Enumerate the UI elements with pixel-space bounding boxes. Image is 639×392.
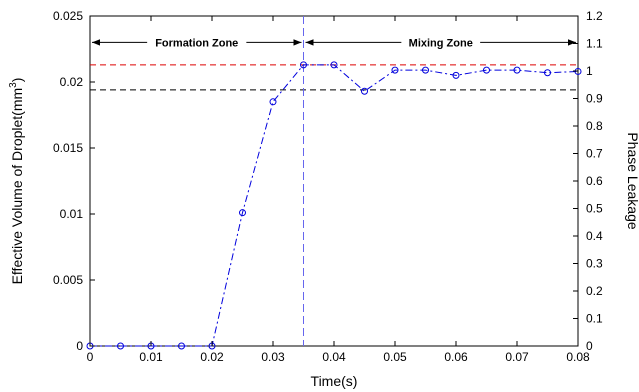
- y-left-tick-label: 0: [76, 339, 83, 353]
- x-axis: 0 0.01 0.02 0.03 0.04 0.05 0.06 0.07 0.08: [87, 16, 590, 364]
- x-tick-label: 0: [87, 350, 94, 364]
- x-tick-label: 0.05: [383, 350, 407, 364]
- x-tick-label: 0.01: [139, 350, 163, 364]
- x-tick-label: 0.04: [322, 350, 346, 364]
- y-right-tick-label: 0: [586, 339, 593, 353]
- data-point: [300, 61, 307, 69]
- y-right-tick-label: 0.7: [586, 147, 603, 161]
- y-left-tick-label: 0.025: [53, 9, 83, 23]
- data-point: [239, 209, 246, 217]
- y-left-tick-label: 0.02: [60, 75, 84, 89]
- x-tick-label: 0.08: [566, 350, 590, 364]
- y-left-tick-label: 0.005: [53, 273, 83, 287]
- y-right-tick-label: 0.6: [586, 174, 603, 188]
- data-point: [269, 98, 277, 106]
- y-axis-left-title: Effective Volume of Droplet(mm3): [8, 78, 25, 285]
- y-axis-right-title: Phase Leakage: [625, 132, 639, 230]
- data-point: [513, 66, 521, 74]
- data-point: [178, 342, 185, 350]
- data-point: [422, 66, 429, 74]
- y-axis-right: 0 0.1 0.2 0.3 0.4 0.5 0.6 0.7 0.8 0.9 1 1.1 1.2: [573, 9, 603, 353]
- data-point: [361, 87, 368, 95]
- y-right-tick-label: 0.9: [586, 92, 603, 106]
- y-right-tick-label: 1: [586, 64, 593, 78]
- y-axis-left-title-sup: 3: [8, 82, 19, 88]
- series-line: [90, 64, 579, 347]
- y-right-tick-label: 0.1: [586, 312, 603, 326]
- data-point: [452, 71, 460, 79]
- data-point: [117, 342, 124, 350]
- y-right-tick-label: 1.2: [586, 9, 603, 23]
- y-right-tick-label: 0.2: [586, 284, 603, 298]
- y-axis-left-title-suffix: ): [9, 78, 25, 83]
- zone-annotations: Formation Zone Mixing Zone: [92, 37, 576, 49]
- data-point: [544, 69, 551, 77]
- x-axis-title: Time(s): [311, 373, 358, 389]
- x-tick-label: 0.02: [200, 350, 224, 364]
- x-tick-label: 0.03: [261, 350, 285, 364]
- zone-label: Mixing Zone: [409, 37, 473, 49]
- data-point: [330, 61, 338, 69]
- y-right-tick-label: 0.3: [586, 257, 603, 271]
- x-tick-label: 0.07: [505, 350, 529, 364]
- y-axis-left-title-main: Effective Volume of Droplet(mm: [9, 88, 25, 285]
- y-right-tick-label: 0.5: [586, 202, 603, 216]
- y-right-tick-label: 1.1: [586, 37, 603, 51]
- series-layer: [86, 61, 582, 350]
- y-left-tick-label: 0.01: [60, 207, 84, 221]
- y-axis-left: 0 0.005 0.01 0.015 0.02 0.025: [53, 9, 95, 353]
- x-tick-label: 0.06: [444, 350, 468, 364]
- data-point: [391, 66, 399, 74]
- y-right-tick-label: 0.4: [586, 229, 603, 243]
- data-point: [483, 66, 490, 74]
- y-right-tick-label: 0.8: [586, 119, 603, 133]
- zone-label: Formation Zone: [155, 37, 238, 49]
- y-left-tick-label: 0.015: [53, 141, 83, 155]
